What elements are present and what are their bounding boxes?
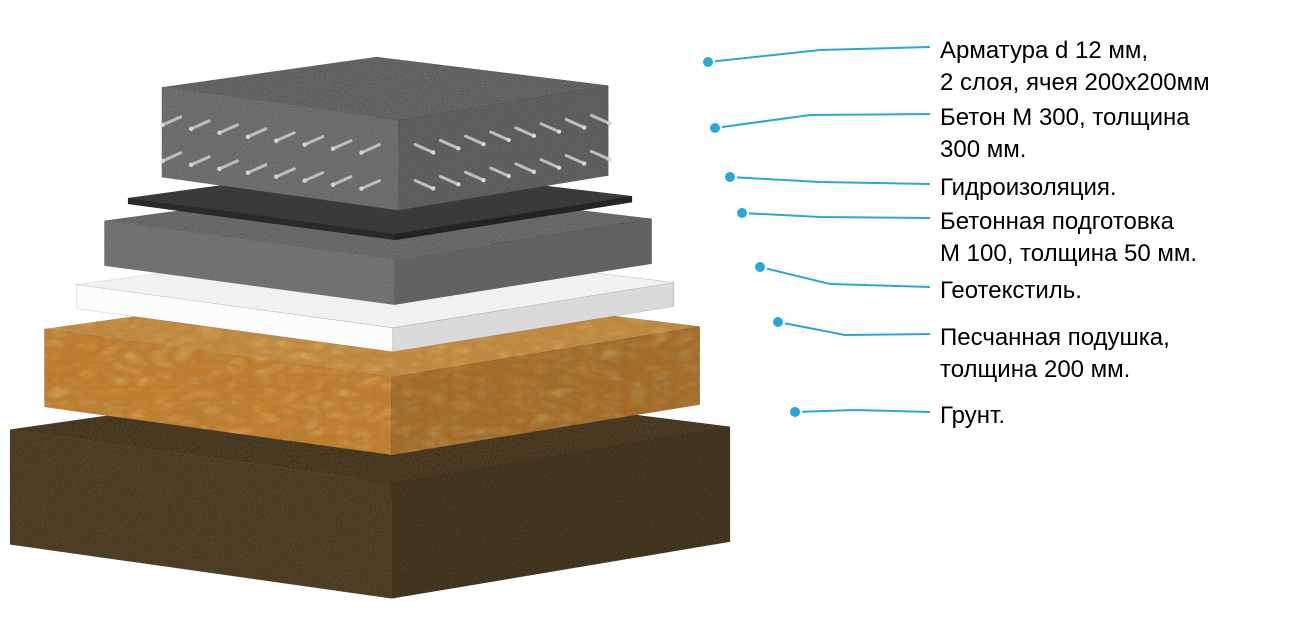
label-line: Арматура d 12 мм, [940,35,1210,67]
label-line: М 100, толщина 50 мм. [940,238,1197,270]
label-line: толщина 200 мм. [940,354,1170,386]
label-beton100: Бетонная подготовкаМ 100, толщина 50 мм. [940,206,1197,271]
label-line: 2 слоя, ячея 200х200мм [940,67,1210,99]
label-hydro: Гидроизоляция. [940,172,1117,204]
label-armatura: Арматура d 12 мм,2 слоя, ячея 200х200мм [940,35,1210,100]
label-line: Геотекстиль. [940,275,1082,307]
label-line: Бетонная подготовка [940,206,1197,238]
label-line: Грунт. [940,400,1005,432]
label-line: Гидроизоляция. [940,172,1117,204]
label-sand: Песчанная подушка,толщина 200 мм. [940,322,1170,387]
label-geotextile: Геотекстиль. [940,275,1082,307]
label-line: 300 мм. [940,134,1190,166]
label-soil: Грунт. [940,400,1005,432]
label-line: Песчанная подушка, [940,322,1170,354]
label-beton300: Бетон М 300, толщина300 мм. [940,102,1190,167]
label-line: Бетон М 300, толщина [940,102,1190,134]
